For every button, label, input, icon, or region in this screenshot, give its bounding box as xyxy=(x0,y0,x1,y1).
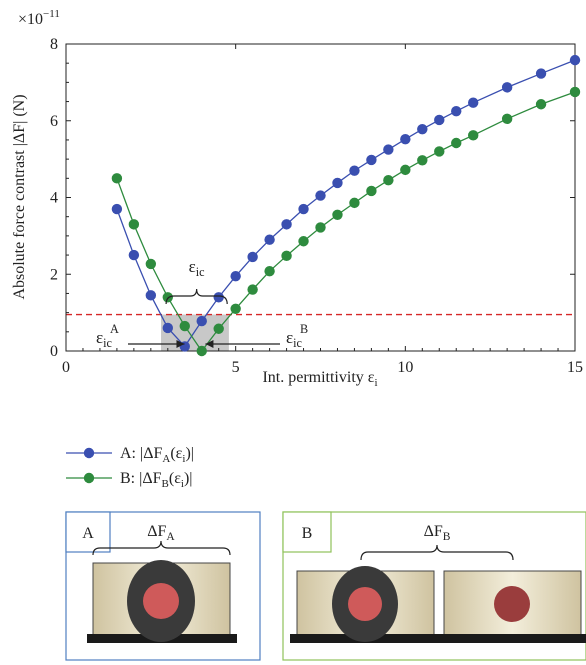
series-a-line xyxy=(116,59,576,348)
series-b-point xyxy=(535,99,547,110)
inset-a-core xyxy=(143,583,179,619)
eps-ic-b-arrowhead xyxy=(205,340,214,348)
series-b-point xyxy=(162,292,173,303)
series-a-point xyxy=(162,322,173,334)
inset-b-delta-label: ΔFB xyxy=(424,523,451,543)
series-b-point xyxy=(196,345,207,357)
y-tick-label: 0 xyxy=(50,343,58,360)
series-b-point xyxy=(230,303,241,314)
inset-b-brace xyxy=(360,544,514,561)
series-a-point xyxy=(569,54,581,66)
series-a-point xyxy=(332,177,343,189)
series-a-point xyxy=(145,290,157,301)
y-tick-label: 2 xyxy=(50,266,58,283)
series-a-point xyxy=(247,251,258,263)
inset-a-tag-box xyxy=(65,511,111,553)
legend-label: A: |ΔFA(εi)| xyxy=(120,445,194,465)
series-b-point xyxy=(298,236,309,247)
series-b-point xyxy=(569,86,581,98)
series-b-point xyxy=(468,130,479,141)
series-a-point xyxy=(501,82,513,93)
series-b-point xyxy=(315,222,326,233)
x-tick-label: 15 xyxy=(567,359,583,376)
inset-a-brace xyxy=(92,540,231,556)
series-a-point xyxy=(315,190,326,201)
series-a-point xyxy=(400,133,411,145)
inset-b-core-left xyxy=(348,587,382,621)
series-b-point xyxy=(247,284,258,295)
y-tick-label: 8 xyxy=(50,36,58,53)
series-b-point xyxy=(366,185,377,197)
y-axis-label: Absolute force contrast |ΔF| (N) xyxy=(11,94,28,299)
inset-b-core-right xyxy=(494,586,530,622)
y-tick-label: 4 xyxy=(50,190,58,207)
insets: A ΔFA B ΔFB xyxy=(65,511,586,661)
plot-area: 0 5 10 15 0 2 4 6 8 εic εicA εicB xyxy=(50,36,583,376)
inset-a-tag: A xyxy=(82,525,94,542)
series-a-point xyxy=(417,123,428,135)
series-a-point xyxy=(434,114,445,126)
inset-a-delta-label: ΔFA xyxy=(147,523,175,543)
series-a-point xyxy=(468,97,479,108)
inset-a-frame xyxy=(65,511,261,661)
series-b-point xyxy=(400,164,411,176)
series-a-point xyxy=(281,219,292,230)
inset-b-tag: B xyxy=(302,525,313,542)
series-b-point xyxy=(179,320,190,332)
series-a-point xyxy=(111,203,123,215)
legend-marker xyxy=(83,472,95,484)
series-b-point xyxy=(264,265,275,277)
y-exponent-label: ×10−11 xyxy=(18,8,60,28)
x-tick-label: 10 xyxy=(397,359,413,376)
series-a-point xyxy=(230,270,241,282)
eps-ic-a-arrowhead xyxy=(176,340,185,348)
series-a-point xyxy=(213,292,224,303)
series-a-point xyxy=(535,68,547,79)
inset-b-base-right xyxy=(440,634,586,643)
series-b-point xyxy=(349,197,360,209)
series-a-point xyxy=(298,203,309,215)
series-a-point xyxy=(196,315,207,327)
series-b-point xyxy=(501,113,513,125)
inset-b-frame xyxy=(282,511,586,661)
inset-b-tag-box xyxy=(282,511,332,553)
eps-ic-brace xyxy=(165,288,228,305)
series-a-point xyxy=(451,105,462,117)
series-b-point xyxy=(213,323,224,334)
x-tick-label: 5 xyxy=(232,359,240,376)
series-a-point xyxy=(383,144,394,155)
legend-label: B: |ΔFB(εi)| xyxy=(120,470,193,490)
y-tick-label: 6 xyxy=(50,113,58,130)
series-b-point xyxy=(281,250,292,262)
series-a-point xyxy=(264,234,275,245)
series-a-point xyxy=(349,165,360,176)
legend-marker xyxy=(83,447,95,459)
series-a-point xyxy=(366,154,377,166)
series-b-point xyxy=(434,146,445,157)
series-a-point xyxy=(128,249,140,261)
eps-ic-b-label: εicB xyxy=(286,322,308,350)
legend: A: |ΔFA(εi)| B: |ΔFB(εi)| xyxy=(66,445,194,490)
series-b-point xyxy=(417,155,428,166)
series-b-point xyxy=(128,219,140,230)
series-b-point xyxy=(145,258,157,270)
eps-ic-label: εic xyxy=(189,257,206,279)
series-b-point xyxy=(451,137,462,149)
series-b-point xyxy=(332,209,343,220)
series-b-point xyxy=(383,175,394,186)
x-axis-label: Int. permittivity εi xyxy=(262,369,377,389)
eps-ic-a-label: εicA xyxy=(96,322,119,350)
series-b-point xyxy=(111,173,123,184)
series-b-line xyxy=(116,91,576,353)
x-tick-label: 0 xyxy=(62,359,70,376)
